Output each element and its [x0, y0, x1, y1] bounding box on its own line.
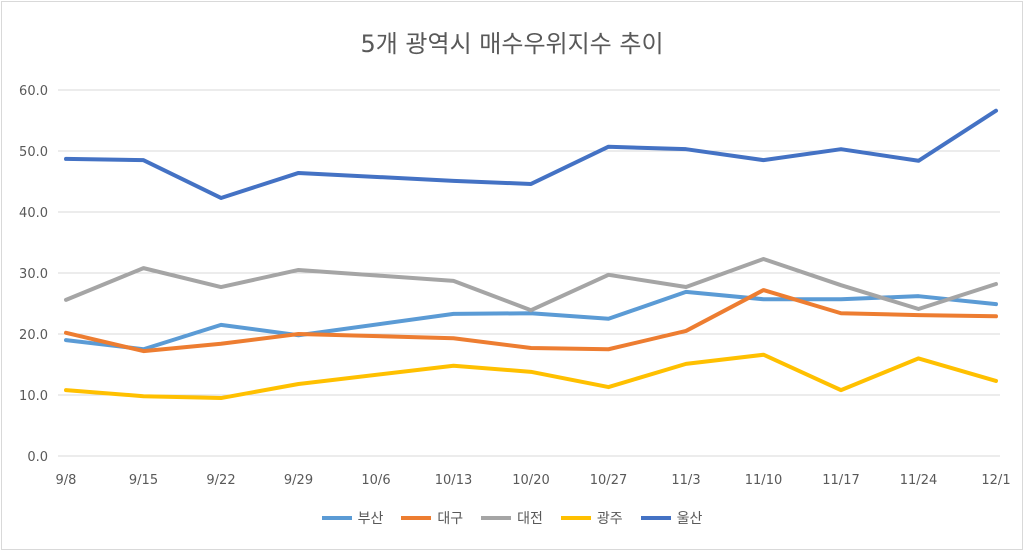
legend-label: 대전 [517, 511, 543, 527]
series-line-대구 [64, 288, 998, 354]
x-tick-label: 10/6 [361, 473, 390, 488]
legend-swatch [640, 516, 671, 520]
x-tick-label: 12/1 [981, 473, 1010, 488]
chart-title: 5개 광역시 매수우위지수 추이 [360, 30, 664, 58]
x-tick-label: 10/13 [435, 473, 472, 488]
x-tick-label: 10/20 [512, 473, 549, 488]
x-tick-label: 11/10 [745, 473, 782, 488]
y-tick-label: 50.0 [19, 145, 48, 160]
series-line-광주 [64, 352, 998, 401]
legend-swatch [560, 516, 591, 520]
legend-label: 부산 [357, 511, 384, 527]
legend-item: 울산 [640, 508, 703, 528]
y-tick-label: 0.0 [27, 450, 48, 465]
legend-item: 대구 [401, 508, 463, 528]
x-tick-label: 9/15 [129, 473, 158, 488]
series-line-대전 [64, 256, 998, 313]
x-tick-label: 9/29 [284, 473, 313, 488]
legend-label: 대구 [437, 511, 464, 527]
y-tick-label: 60.0 [19, 84, 48, 99]
legend-swatch [481, 516, 512, 520]
legend-swatch [401, 516, 432, 520]
x-tick-label: 11/17 [822, 473, 859, 488]
series-line-울산 [64, 108, 998, 200]
x-tick-label: 11/24 [900, 473, 937, 488]
legend-label: 울산 [676, 511, 703, 527]
legend-item: 부산 [321, 508, 384, 528]
legend-item: 대전 [481, 508, 543, 528]
y-tick-label: 30.0 [19, 267, 48, 282]
x-tick-label: 9/8 [56, 473, 77, 488]
y-tick-label: 20.0 [19, 328, 48, 343]
legend-label: 광주 [596, 511, 623, 527]
y-tick-label: 10.0 [19, 389, 48, 404]
x-tick-label: 9/22 [206, 473, 235, 488]
legend-item: 광주 [560, 508, 623, 528]
x-tick-label: 10/27 [590, 473, 627, 488]
series-line-부산 [64, 289, 998, 352]
y-tick-label: 40.0 [19, 206, 48, 221]
legend-swatch [321, 516, 352, 520]
legend: 부산 대구 대전 광주 울산 [0, 508, 1024, 528]
x-tick-label: 11/3 [671, 473, 700, 488]
